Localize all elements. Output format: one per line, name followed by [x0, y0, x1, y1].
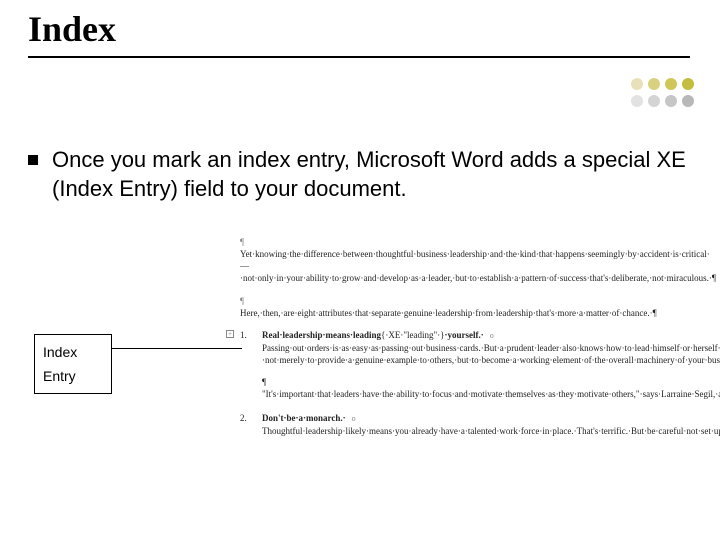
dot — [682, 95, 694, 107]
bullet-text: Once you mark an index entry, Microsoft … — [52, 146, 690, 203]
item-quote: "It's·important·that·leaders·have·the·ab… — [262, 389, 720, 399]
callout-connector — [112, 348, 242, 349]
end-marker: o — [352, 414, 356, 423]
numbered-item-1: + 1. Real·leadership·means·leading{·XE·"… — [240, 329, 694, 410]
item-number: 2. — [240, 413, 247, 423]
item-number: 1. — [240, 330, 247, 340]
item-headline: Real·leadership·means·leading — [262, 330, 381, 340]
dot — [665, 78, 677, 90]
dot — [648, 78, 660, 90]
title-underline — [28, 56, 690, 58]
expand-icon: + — [226, 330, 234, 338]
bullet-item: Once you mark an index entry, Microsoft … — [28, 146, 690, 203]
bullet-marker — [28, 155, 38, 165]
paragraph: ¶ Yet·knowing·the·difference·between·tho… — [240, 236, 694, 285]
paragraph-text: Here,·then,·are·eight·attributes·that·se… — [240, 308, 657, 318]
item-body: Thoughtful·leadership·likely·means·you·a… — [262, 425, 720, 437]
numbered-item-2: 2. Don't·be·a·monarch.·o Thoughtful·lead… — [240, 412, 694, 447]
xe-field-code: {·XE·"leading"·} — [381, 330, 444, 340]
item-body: Passing·out·orders·is·as·easy·as·passing… — [262, 342, 720, 366]
dot — [682, 78, 694, 90]
dot — [648, 95, 660, 107]
dot — [631, 95, 643, 107]
paragraph-text: Yet·knowing·the·difference·between·thoug… — [240, 249, 716, 283]
item-headline-tail: ·yourself.· — [444, 330, 483, 340]
slide-title: Index — [28, 8, 116, 50]
dot — [665, 95, 677, 107]
callout-line1: Index — [43, 341, 103, 365]
paragraph: ¶ "It's·important·that·leaders·have·the·… — [262, 376, 720, 400]
callout-line2: Entry — [43, 365, 103, 389]
word-document-sample: ¶ Yet·knowing·the·difference·between·tho… — [240, 236, 694, 449]
end-marker: o — [490, 331, 494, 340]
dot — [631, 78, 643, 90]
decorative-dots — [631, 78, 694, 107]
paragraph: ¶ Here,·then,·are·eight·attributes·that·… — [240, 295, 694, 319]
item-headline: Don't·be·a·monarch.· — [262, 413, 346, 423]
callout-index-entry: Index Entry — [34, 334, 112, 394]
